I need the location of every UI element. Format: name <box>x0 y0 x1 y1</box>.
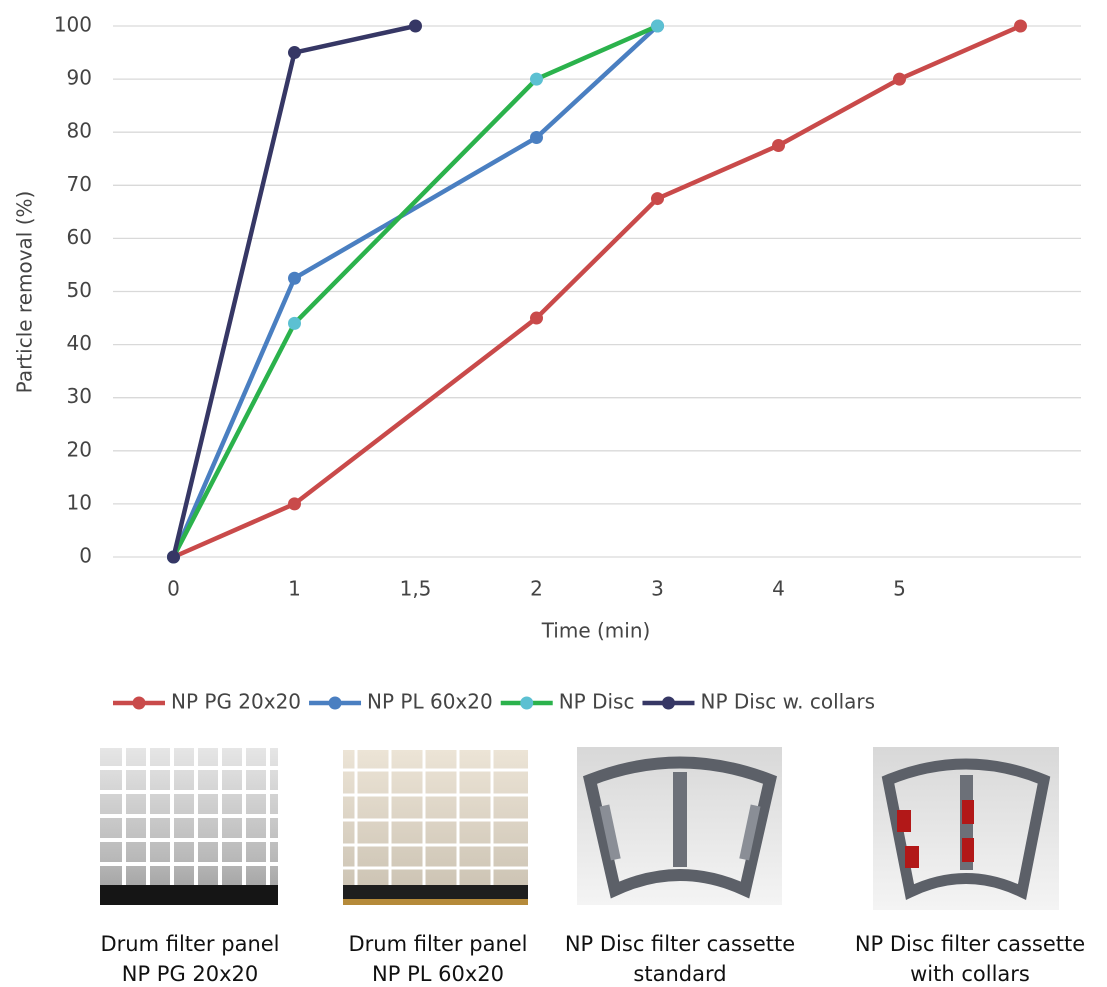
image-panel <box>100 748 278 905</box>
y-tick-label: 90 <box>67 66 92 90</box>
x-tick-label: 1 <box>288 577 301 601</box>
y-tick-label: 50 <box>67 278 92 302</box>
image-caption: NP Disc filter cassette <box>855 932 1085 956</box>
data-point <box>1014 20 1027 33</box>
legend-marker <box>329 697 342 710</box>
x-tick-label: 5 <box>893 577 906 601</box>
data-point <box>530 131 543 144</box>
legend-label: NP PG 20x20 <box>171 690 301 714</box>
chart: Particle removal (%) Time (min) NP PG 20… <box>0 0 1107 987</box>
legend-label: NP Disc w. collars <box>700 690 875 714</box>
x-tick-label: 1,5 <box>400 577 432 601</box>
data-point <box>288 46 301 59</box>
y-axis-label: Particle removal (%) <box>13 191 37 394</box>
data-point <box>409 20 422 33</box>
y-tick-label: 20 <box>67 437 92 461</box>
x-axis-label: Time (min) <box>541 619 651 643</box>
image-panel <box>873 747 1059 910</box>
x-tick-label: 3 <box>651 577 664 601</box>
data-point <box>530 73 543 86</box>
image-caption: Drum filter panel <box>348 932 527 956</box>
image-caption: with collars <box>910 962 1030 986</box>
data-point <box>651 20 664 33</box>
image-caption: standard <box>633 962 726 986</box>
x-tick-label: 0 <box>167 577 180 601</box>
legend-marker <box>133 697 146 710</box>
y-tick-label: 60 <box>67 225 92 249</box>
image-caption: Drum filter panel <box>100 932 279 956</box>
legend-label: NP Disc <box>559 690 635 714</box>
y-tick-label: 10 <box>67 490 92 514</box>
data-point <box>772 139 785 152</box>
legend-marker <box>662 697 675 710</box>
image-caption: NP PL 60x20 <box>372 962 504 986</box>
y-tick-label: 80 <box>67 119 92 143</box>
data-point <box>288 317 301 330</box>
x-tick-label: 4 <box>772 577 785 601</box>
y-tick-label: 30 <box>67 384 92 408</box>
y-tick-label: 100 <box>54 13 92 37</box>
y-tick-label: 0 <box>79 544 92 568</box>
data-point <box>167 551 180 564</box>
image-caption: NP PG 20x20 <box>122 962 259 986</box>
image-panel <box>577 747 782 905</box>
x-tick-label: 2 <box>530 577 543 601</box>
data-point <box>893 73 906 86</box>
data-point <box>288 497 301 510</box>
data-point <box>651 192 664 205</box>
legend-marker <box>520 697 533 710</box>
data-point <box>288 272 301 285</box>
y-tick-label: 70 <box>67 172 92 196</box>
y-tick-label: 40 <box>67 331 92 355</box>
legend-label: NP PL 60x20 <box>367 690 493 714</box>
data-point <box>530 312 543 325</box>
image-caption: NP Disc filter cassette <box>565 932 795 956</box>
image-panel <box>343 750 528 905</box>
legend: NP PG 20x20 NP PL 60x20 NP Disc NP Disc w. … <box>113 690 875 714</box>
